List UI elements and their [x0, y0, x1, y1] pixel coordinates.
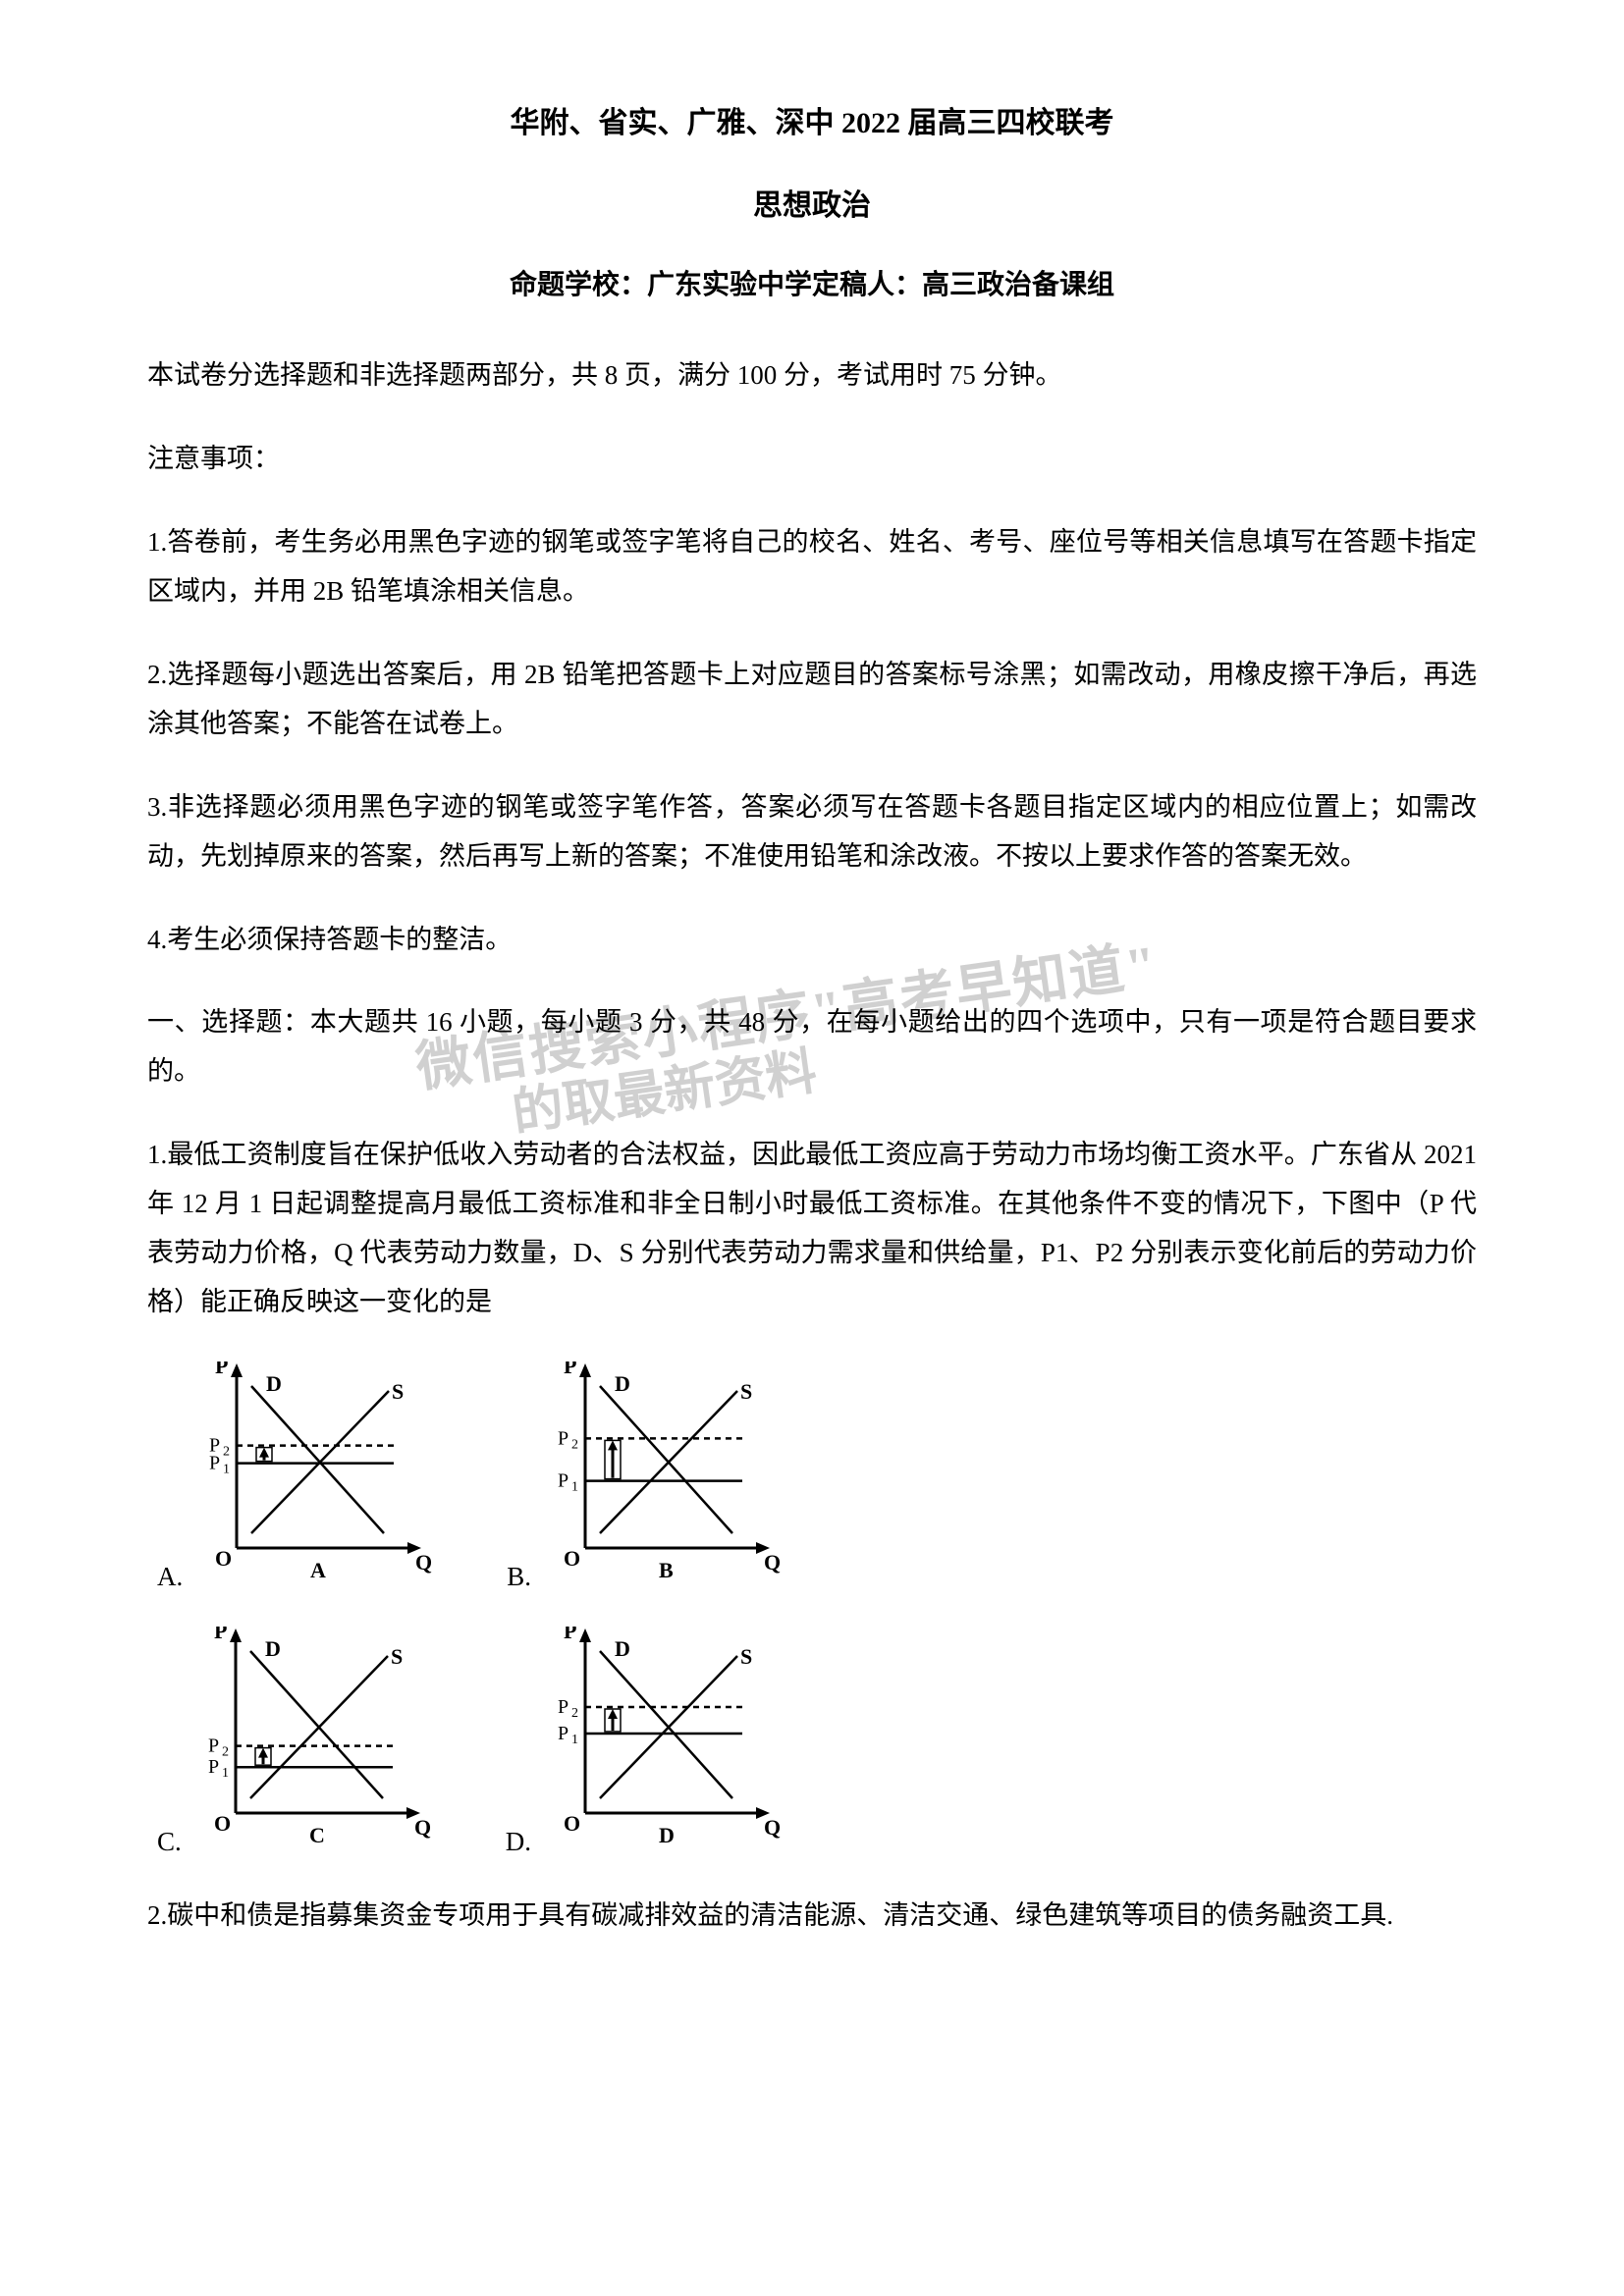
charts-row-1: A. PQODSP2P1A B. PQODSP2P1B: [157, 1362, 1477, 1597]
svg-text:2: 2: [571, 1706, 578, 1721]
svg-text:Q: Q: [415, 1550, 432, 1575]
svg-text:O: O: [564, 1546, 580, 1571]
exam-intro: 本试卷分选择题和非选择题两部分，共 8 页，满分 100 分，考试用时 75 分…: [147, 351, 1477, 400]
chart-svg-a: PQODSP2P1A: [192, 1362, 448, 1597]
svg-text:1: 1: [571, 1480, 578, 1495]
chart-label-a: A.: [157, 1562, 183, 1592]
charts-row-2: C. PQODSP2P1C D. PQODSP2P1D: [157, 1627, 1477, 1862]
chart-svg-d: PQODSP2P1D: [541, 1627, 796, 1862]
chart-label-b: B.: [507, 1562, 531, 1592]
svg-text:P: P: [558, 1470, 568, 1492]
svg-text:2: 2: [223, 1445, 230, 1460]
svg-text:S: S: [740, 1644, 752, 1669]
svg-text:Q: Q: [764, 1815, 781, 1840]
chart-option-b: B. PQODSP2P1B: [507, 1362, 796, 1597]
chart-label-d: D.: [506, 1827, 531, 1857]
exam-author: 命题学校：广东实验中学定稿人：高三政治备课组: [147, 263, 1477, 302]
svg-text:Q: Q: [414, 1815, 431, 1840]
notice-1: 1.答卷前，考生务必用黑色字迹的钢笔或签字笔将自己的校名、姓名、考号、座位号等相…: [147, 518, 1477, 616]
chart-svg-b: PQODSP2P1B: [541, 1362, 796, 1597]
svg-text:P: P: [208, 1756, 219, 1778]
chart-svg-c: PQODSP2P1C: [191, 1627, 447, 1862]
svg-text:A: A: [310, 1558, 326, 1582]
notice-heading: 注意事项：: [147, 435, 1477, 484]
svg-text:P: P: [208, 1735, 219, 1757]
svg-text:P: P: [558, 1723, 568, 1744]
exam-subject: 思想政治: [147, 181, 1477, 224]
svg-text:C: C: [309, 1823, 325, 1847]
svg-text:D: D: [266, 1371, 282, 1396]
svg-text:P: P: [209, 1453, 220, 1474]
notice-4: 4.考生必须保持答题卡的整洁。: [147, 916, 1477, 965]
svg-text:2: 2: [571, 1437, 578, 1452]
svg-text:P: P: [558, 1696, 568, 1718]
notice-3: 3.非选择题必须用黑色字迹的钢笔或签字笔作答，答案必须写在答题卡各题目指定区域内…: [147, 783, 1477, 881]
question-1-text: 1.最低工资制度旨在保护低收入劳动者的合法权益，因此最低工资应高于劳动力市场均衡…: [147, 1131, 1477, 1327]
svg-text:O: O: [564, 1811, 580, 1836]
svg-text:1: 1: [571, 1733, 578, 1747]
svg-text:Q: Q: [764, 1550, 781, 1575]
question-2-text: 2.碳中和债是指募集资金专项用于具有碳减排效益的清洁能源、清洁交通、绿色建筑等项…: [147, 1892, 1477, 1941]
svg-text:S: S: [740, 1379, 752, 1404]
svg-text:O: O: [214, 1811, 231, 1836]
svg-text:P: P: [215, 1362, 228, 1378]
svg-text:P: P: [564, 1362, 576, 1378]
chart-label-c: C.: [157, 1827, 182, 1857]
content-container: 华附、省实、广雅、深中 2022 届高三四校联考 思想政治 命题学校：广东实验中…: [147, 98, 1477, 1941]
svg-text:O: O: [215, 1546, 232, 1571]
svg-text:B: B: [659, 1558, 674, 1582]
chart-option-c: C. PQODSP2P1C: [157, 1627, 447, 1862]
svg-text:1: 1: [222, 1766, 229, 1781]
svg-text:1: 1: [223, 1463, 230, 1477]
notice-2: 2.选择题每小题选出答案后，用 2B 铅笔把答题卡上对应题目的答案标号涂黑；如需…: [147, 651, 1477, 749]
svg-text:D: D: [615, 1371, 630, 1396]
svg-text:D: D: [265, 1636, 281, 1661]
svg-text:S: S: [391, 1644, 403, 1669]
exam-title: 华附、省实、广雅、深中 2022 届高三四校联考: [147, 98, 1477, 141]
svg-text:S: S: [392, 1379, 404, 1404]
chart-option-d: D. PQODSP2P1D: [506, 1627, 796, 1862]
svg-text:D: D: [615, 1636, 630, 1661]
svg-text:2: 2: [222, 1745, 229, 1760]
svg-text:P: P: [214, 1627, 227, 1643]
svg-text:D: D: [659, 1823, 675, 1847]
section-header: 一、选择题：本大题共 16 小题，每小题 3 分，共 48 分，在每小题给出的四…: [147, 998, 1477, 1096]
svg-text:P: P: [564, 1627, 576, 1643]
svg-text:P: P: [558, 1427, 568, 1449]
chart-option-a: A. PQODSP2P1A: [157, 1362, 448, 1597]
